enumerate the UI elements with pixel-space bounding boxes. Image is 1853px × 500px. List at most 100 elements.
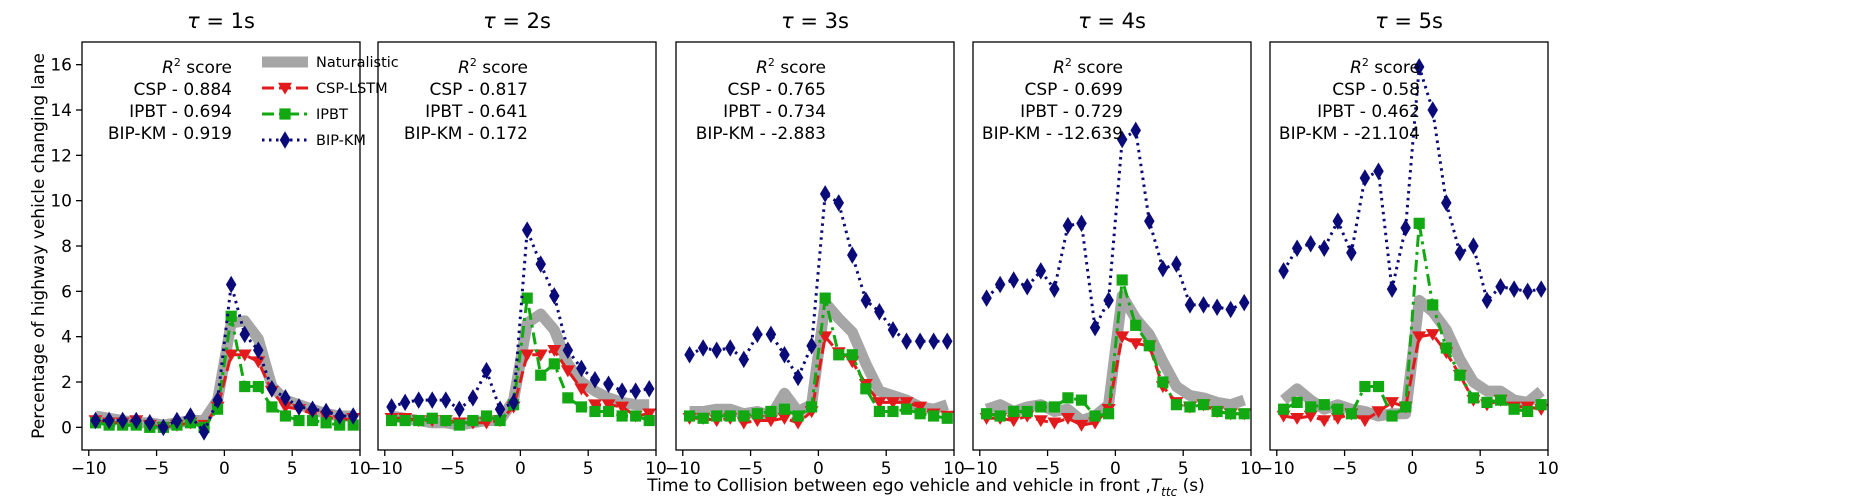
panel-title-symbol: τ (1078, 9, 1091, 33)
csp-lstm-point (642, 408, 656, 421)
y-axis-label: Percentage of highway vehicle changing l… (29, 53, 49, 439)
bip-km-point (589, 370, 601, 389)
x-axis-label: Time to Collision between ego vehicle an… (646, 476, 1204, 499)
bip-km-point (1508, 280, 1520, 298)
bip-km-point (994, 275, 1006, 294)
x-tick-label: 0 (1110, 459, 1121, 479)
r2-score-line: BIP-KM - 0.919 (108, 124, 232, 144)
panel-title: τ = 2s (483, 9, 551, 33)
bip-km-point (399, 393, 411, 412)
bip-km-point (887, 321, 899, 339)
r2-score-line: IPBT - 0.734 (723, 102, 826, 122)
r2-symbol: R (756, 58, 768, 78)
legend-label: IPBT (316, 107, 348, 123)
bip-km-point (1198, 296, 1209, 314)
r2-score-heading: R2 score (162, 56, 232, 78)
bip-km-point (158, 418, 169, 437)
bip-km-point (711, 341, 722, 360)
r2-heading-rest: score (477, 58, 528, 78)
bip-km-point (1291, 239, 1303, 258)
r2-score-line: CSP - 0.699 (1024, 80, 1123, 100)
bip-km-point (1278, 262, 1289, 280)
r2-score-heading: R2 score (458, 56, 528, 78)
ipbt-point (266, 401, 278, 413)
ipbt-point (521, 292, 533, 304)
csp-lstm-point (1317, 415, 1332, 428)
panel-title-value: = 3s (794, 9, 849, 33)
r2-score-line: CSP - 0.817 (429, 80, 528, 100)
bip-km-point (603, 375, 614, 394)
bip-km-point (1184, 296, 1196, 314)
bip-km-point (347, 407, 359, 425)
bip-km-point (1359, 169, 1371, 187)
r2-score-line: IPBT - 0.729 (1020, 102, 1123, 122)
x-tick-label: −10 (962, 459, 998, 479)
bip-km-point (508, 393, 519, 412)
r2-superscript: 2 (1065, 56, 1072, 69)
ipbt-point (426, 412, 438, 424)
bip-km-point (440, 391, 452, 409)
bip-km-point (1495, 278, 1506, 296)
ipbt-point (1359, 380, 1371, 393)
x-tick-label: 0 (515, 459, 526, 479)
y-tick-label: 16 (50, 56, 72, 76)
ipbt-point (1454, 369, 1466, 381)
ipbt-point (833, 349, 845, 361)
csp-lstm-point (913, 401, 928, 414)
bip-km-point (1021, 278, 1033, 296)
bip-km-point (562, 341, 574, 360)
panel-series (682, 185, 954, 430)
bip-km-point (819, 185, 831, 203)
r2-score-line: BIP-KM - 0.172 (404, 124, 528, 144)
ipbt-point (1345, 408, 1357, 420)
bip-km-point (1103, 291, 1114, 310)
r2-heading-rest: score (775, 58, 826, 78)
csp-lstm-point (1425, 329, 1440, 342)
r2-score-line: IPBT - 0.641 (425, 102, 528, 122)
ipbt-point (306, 414, 319, 427)
csp-lstm-point (278, 401, 293, 414)
r2-heading-rest: score (1369, 58, 1420, 78)
bip-km-point (413, 391, 424, 409)
bip-km-point (494, 400, 506, 418)
ipbt-point (1103, 408, 1115, 420)
bip-km-point (1157, 259, 1169, 278)
r2-superscript: 2 (174, 56, 181, 69)
panel-title: τ = 1s (187, 9, 255, 33)
x-tick-label: 10 (1537, 459, 1559, 479)
ipbt-point (1170, 399, 1183, 411)
x-tick-label: 5 (1178, 459, 1189, 479)
x-tick-label: 10 (645, 459, 667, 479)
ipbt-point (347, 419, 359, 431)
ipbt-point (1318, 399, 1330, 411)
bip-km-point (185, 407, 196, 425)
ipbt-point (1157, 376, 1169, 388)
ipbt-point (279, 410, 292, 422)
bip-km-point (386, 398, 397, 416)
ipbt-point (1440, 342, 1452, 354)
ipbt-point (630, 410, 642, 422)
x-tick-label: 5 (881, 459, 892, 479)
bip-km-point (334, 407, 345, 425)
panel-title-symbol: τ (1375, 9, 1388, 33)
bip-km-point (280, 389, 291, 407)
ipbt-point (252, 380, 264, 393)
panel-frame (972, 41, 1252, 451)
r2-score-line: CSP - 0.765 (727, 80, 826, 100)
ipbt-point (212, 403, 224, 415)
x-axis-label-symbol: T (1151, 476, 1163, 496)
r2-symbol: R (1350, 58, 1362, 78)
ipbt-point (385, 414, 398, 427)
bip-km-point (1373, 162, 1384, 180)
csp-lstm-point (777, 413, 792, 425)
ipbt-point (494, 414, 506, 427)
ipbt-point (320, 417, 332, 429)
ipbt-point (846, 349, 858, 361)
bip-km-point (1441, 194, 1452, 212)
x-tick-label: 0 (813, 459, 824, 479)
ipbt-point (1413, 217, 1425, 229)
r2-score-heading: R2 score (1053, 56, 1123, 78)
ipbt-point (1089, 410, 1101, 422)
